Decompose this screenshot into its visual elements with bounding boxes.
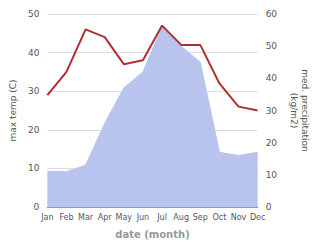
svg-text:Feb: Feb	[59, 213, 73, 222]
svg-text:date (month): date (month)	[115, 229, 189, 240]
svg-text:0: 0	[34, 202, 40, 212]
svg-text:30: 30	[28, 86, 40, 96]
svg-text:20: 20	[266, 138, 278, 148]
svg-text:10: 10	[28, 163, 40, 173]
svg-text:Sep: Sep	[193, 213, 208, 222]
svg-text:Aug: Aug	[173, 213, 189, 222]
svg-text:May: May	[116, 213, 133, 222]
svg-text:50: 50	[28, 9, 40, 19]
svg-text:(kg/m2): (kg/m2)	[289, 93, 299, 128]
svg-text:20: 20	[28, 125, 40, 135]
svg-text:Apr: Apr	[98, 213, 113, 222]
svg-text:40: 40	[266, 73, 278, 83]
svg-text:Oct: Oct	[212, 213, 226, 222]
svg-text:Jun: Jun	[136, 213, 150, 222]
svg-text:Jul: Jul	[156, 213, 167, 222]
svg-text:0: 0	[266, 202, 272, 212]
svg-text:med. precipitation: med. precipitation	[300, 69, 310, 151]
svg-text:40: 40	[28, 48, 40, 58]
svg-text:Dec: Dec	[250, 213, 265, 222]
svg-text:50: 50	[266, 41, 278, 51]
svg-text:Mar: Mar	[78, 213, 94, 222]
svg-text:30: 30	[266, 106, 278, 116]
svg-text:Jan: Jan	[40, 213, 53, 222]
svg-text:60: 60	[266, 9, 278, 19]
svg-text:10: 10	[266, 170, 278, 180]
svg-text:Nov: Nov	[231, 213, 247, 222]
svg-text:max temp (C): max temp (C)	[8, 79, 18, 141]
